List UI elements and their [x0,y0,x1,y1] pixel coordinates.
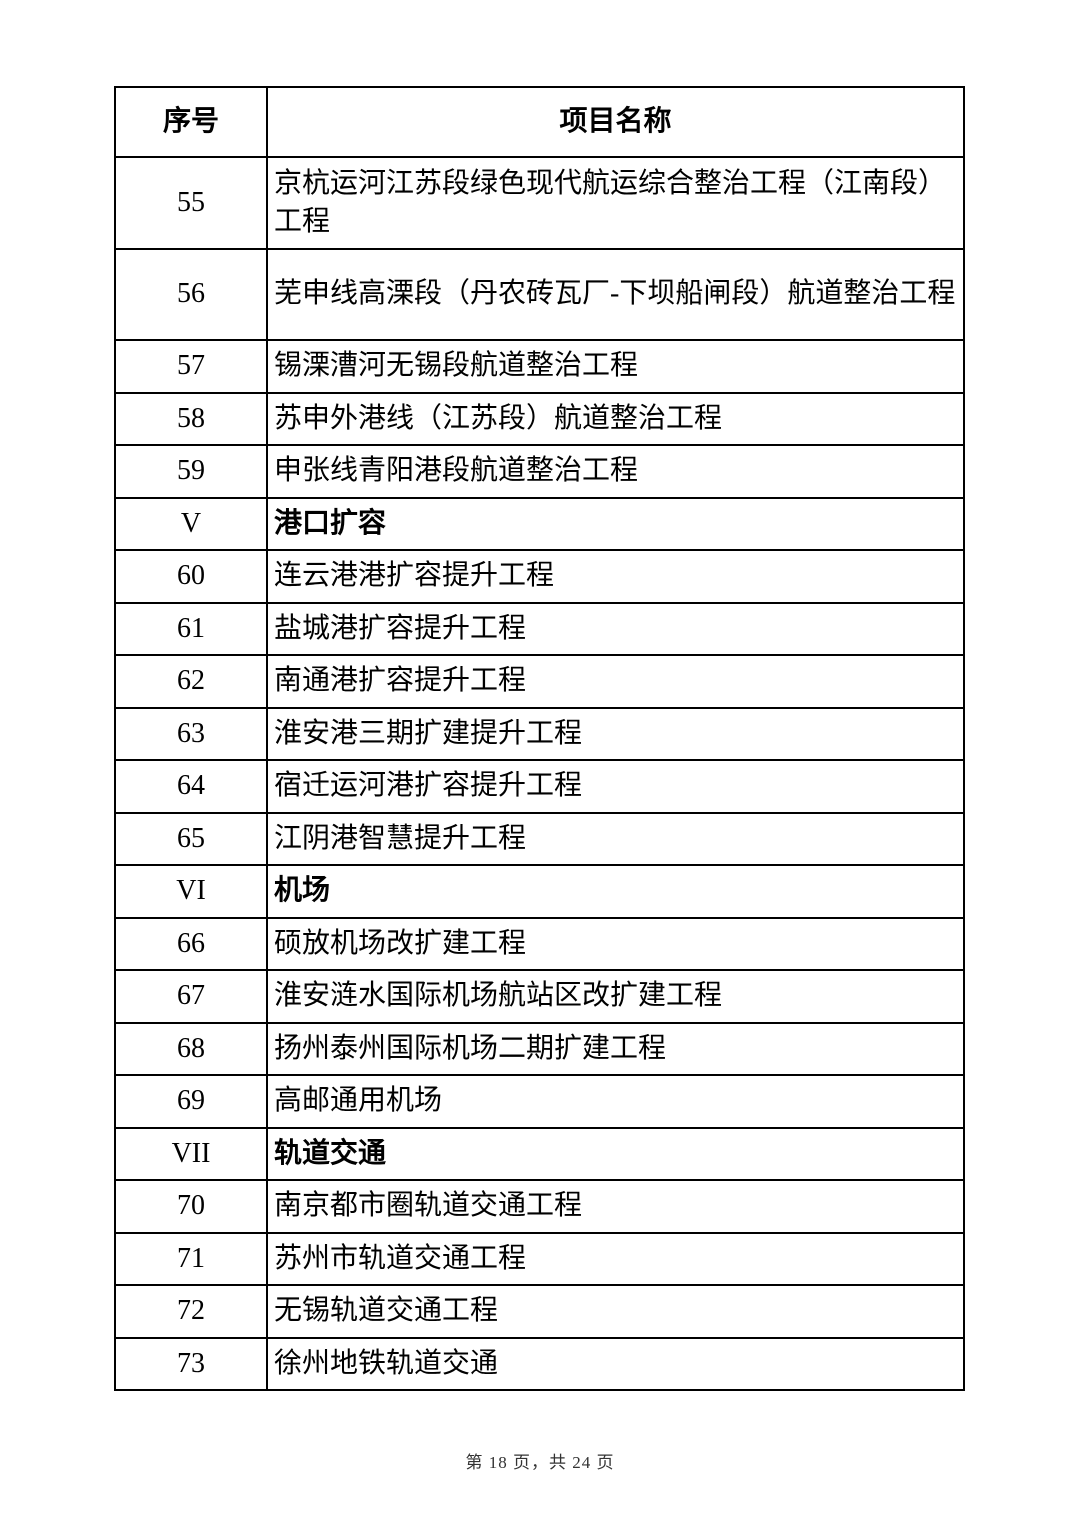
table-row: 67 淮安涟水国际机场航站区改扩建工程 [114,969,965,1024]
project-name: 盐城港扩容提升工程 [266,601,965,656]
project-name: 淮安涟水国际机场航站区改扩建工程 [266,969,965,1024]
table-row: 58 苏申外港线（江苏段）航道整治工程 [114,391,965,446]
table-row: 59 申张线青阳港段航道整治工程 [114,444,965,499]
project-name: 南京都市圈轨道交通工程 [266,1179,965,1234]
project-name: 高邮通用机场 [266,1074,965,1129]
serial-number: 63 [114,706,268,761]
project-name: 京杭运河江苏段绿色现代航运综合整治工程（江南段）工程 [266,156,965,250]
serial-number: 65 [114,811,268,866]
table-row: 69 高邮通用机场 [114,1074,965,1129]
project-name: 硕放机场改扩建工程 [266,916,965,971]
serial-number: 68 [114,1021,268,1076]
serial-number: 58 [114,391,268,446]
serial-number: 72 [114,1284,268,1339]
project-name: 苏申外港线（江苏段）航道整治工程 [266,391,965,446]
serial-number: 64 [114,759,268,814]
project-name: 锡溧漕河无锡段航道整治工程 [266,339,965,394]
table-row: 63 淮安港三期扩建提升工程 [114,706,965,761]
project-name: 苏州市轨道交通工程 [266,1231,965,1286]
category-name: 港口扩容 [266,496,965,551]
category-name: 机场 [266,864,965,919]
table-header-row: 序号 项目名称 [114,86,965,158]
project-name: 南通港扩容提升工程 [266,654,965,709]
project-name: 宿迁运河港扩容提升工程 [266,759,965,814]
serial-number: 70 [114,1179,268,1234]
serial-number: 55 [114,156,268,250]
table-row: 60 连云港港扩容提升工程 [114,549,965,604]
table-row: 66 硕放机场改扩建工程 [114,916,965,971]
project-name: 申张线青阳港段航道整治工程 [266,444,965,499]
serial-number: 73 [114,1336,268,1391]
serial-number: 69 [114,1074,268,1129]
header-serial-number: 序号 [114,86,268,158]
category-row: VII 轨道交通 [114,1126,965,1181]
serial-number: 56 [114,247,268,341]
serial-number: 67 [114,969,268,1024]
table-row: 73 徐州地铁轨道交通 [114,1336,965,1391]
table-row: 72 无锡轨道交通工程 [114,1284,965,1339]
serial-number: 59 [114,444,268,499]
project-name: 无锡轨道交通工程 [266,1284,965,1339]
serial-number: 61 [114,601,268,656]
serial-number: VII [114,1126,268,1181]
table-row: 68 扬州泰州国际机场二期扩建工程 [114,1021,965,1076]
header-project-name: 项目名称 [266,86,965,158]
table-row: 57 锡溧漕河无锡段航道整治工程 [114,339,965,394]
table-row: 56 芜申线高溧段（丹农砖瓦厂-下坝船闸段）航道整治工程 [114,247,965,341]
project-name: 连云港港扩容提升工程 [266,549,965,604]
table-row: 64 宿迁运河港扩容提升工程 [114,759,965,814]
category-row: V 港口扩容 [114,496,965,551]
table-row: 62 南通港扩容提升工程 [114,654,965,709]
project-name: 江阴港智慧提升工程 [266,811,965,866]
table-row: 71 苏州市轨道交通工程 [114,1231,965,1286]
serial-number: 66 [114,916,268,971]
table-row: 55 京杭运河江苏段绿色现代航运综合整治工程（江南段）工程 [114,156,965,250]
project-name: 芜申线高溧段（丹农砖瓦厂-下坝船闸段）航道整治工程 [266,247,965,341]
project-name: 徐州地铁轨道交通 [266,1336,965,1391]
project-name: 淮安港三期扩建提升工程 [266,706,965,761]
serial-number: 60 [114,549,268,604]
serial-number: V [114,496,268,551]
category-row: VI 机场 [114,864,965,919]
serial-number: VI [114,864,268,919]
serial-number: 57 [114,339,268,394]
serial-number: 62 [114,654,268,709]
table-row: 65 江阴港智慧提升工程 [114,811,965,866]
serial-number: 71 [114,1231,268,1286]
table-row: 70 南京都市圈轨道交通工程 [114,1179,965,1234]
page-number: 第 18 页，共 24 页 [465,1453,615,1472]
project-name: 扬州泰州国际机场二期扩建工程 [266,1021,965,1076]
category-name: 轨道交通 [266,1126,965,1181]
table-row: 61 盐城港扩容提升工程 [114,601,965,656]
project-table: 序号 项目名称 55 京杭运河江苏段绿色现代航运综合整治工程（江南段）工程 56 芜申… [114,86,965,1391]
